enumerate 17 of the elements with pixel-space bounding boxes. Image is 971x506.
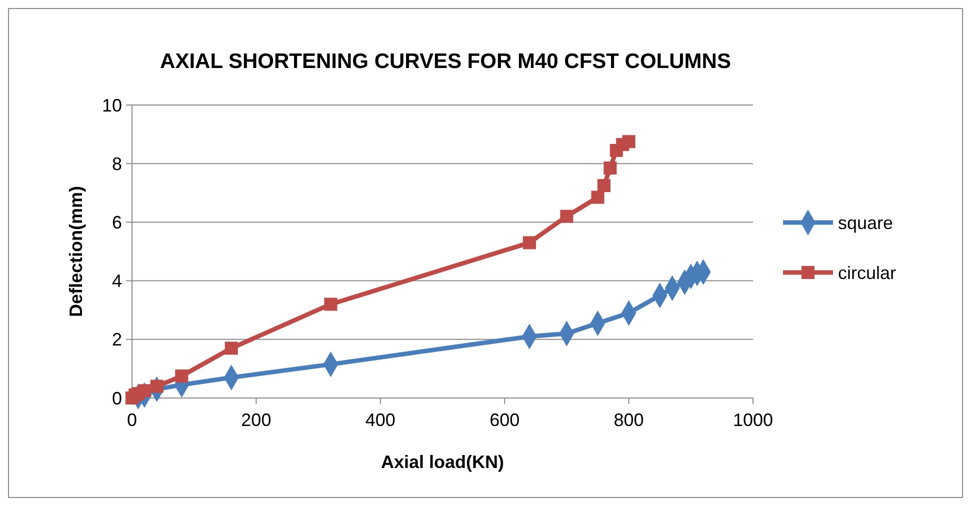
x-tick-label: 1000 — [732, 410, 774, 430]
x-tick-label: 600 — [490, 410, 520, 430]
y-tick-label: 6 — [112, 212, 122, 232]
x-tick-label: 400 — [365, 410, 396, 430]
x-tick-label: 800 — [614, 410, 644, 430]
x-tick-label: 0 — [126, 410, 138, 430]
y-tick-label: 4 — [112, 271, 122, 292]
y-tick-label: 2 — [112, 330, 122, 350]
y-tick-label: 8 — [112, 154, 122, 174]
y-tick-label: 10 — [102, 95, 122, 116]
x-tick-label: 200 — [241, 410, 272, 430]
chart-title: AXIAL SHORTENING CURVES FOR M40 CFST COLUMNS — [160, 50, 731, 73]
legend-label: square — [838, 212, 894, 233]
y-axis-title: Deflection(mm) — [66, 186, 86, 318]
legend-label: circular — [838, 262, 896, 283]
x-axis-title: Axial load(KN) — [380, 452, 504, 472]
y-tick-label: 0 — [112, 388, 122, 408]
